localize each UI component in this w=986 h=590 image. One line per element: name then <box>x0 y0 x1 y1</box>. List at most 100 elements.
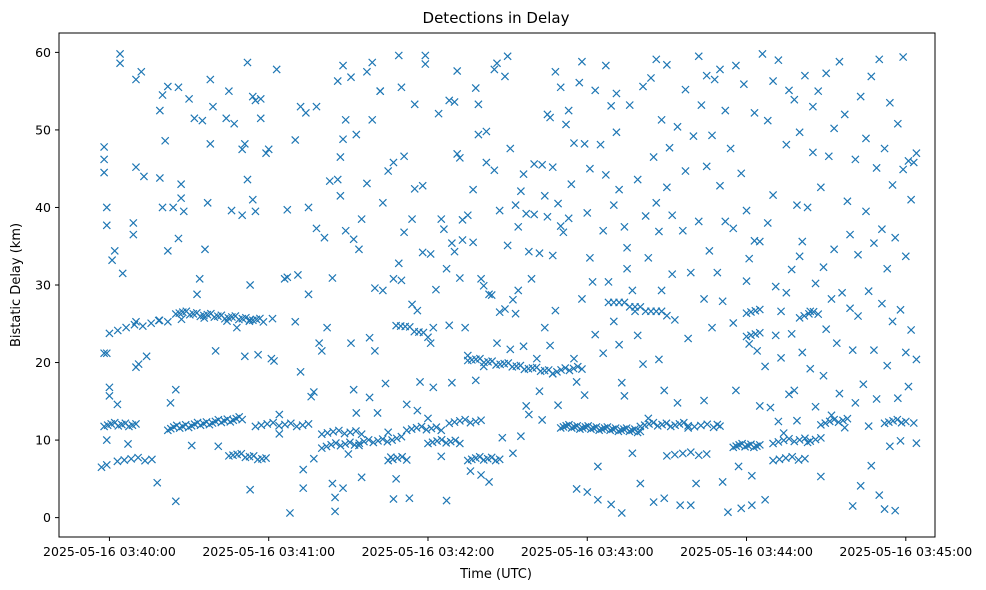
data-point <box>869 346 878 355</box>
data-point <box>304 290 313 299</box>
data-point <box>341 115 350 124</box>
data-point <box>707 323 717 332</box>
data-point <box>339 135 348 144</box>
data-point <box>856 92 865 101</box>
data-point <box>729 224 738 233</box>
data-point <box>455 273 464 283</box>
data-point <box>492 339 502 348</box>
data-point <box>787 329 796 338</box>
data-point <box>782 140 791 149</box>
data-point <box>755 440 764 449</box>
data-point <box>105 329 114 338</box>
data-point <box>751 329 760 339</box>
data-point <box>761 362 770 371</box>
data-point <box>835 389 844 398</box>
data-point <box>163 246 172 255</box>
data-point <box>617 378 626 387</box>
data-point <box>389 494 398 504</box>
x-tick-label: 2025-05-16 03:41:00 <box>202 544 335 559</box>
data-point <box>694 217 703 226</box>
data-point <box>268 314 277 323</box>
data-point <box>232 323 241 332</box>
data-point <box>166 398 175 407</box>
data-point <box>702 71 711 80</box>
data-point <box>339 484 348 493</box>
data-point <box>506 345 515 354</box>
data-point <box>163 317 172 326</box>
data-point <box>638 360 648 369</box>
data-point <box>746 331 755 340</box>
data-point <box>808 102 817 111</box>
data-point <box>500 305 509 314</box>
data-point <box>556 423 565 433</box>
data-point <box>455 439 464 448</box>
data-point <box>896 436 905 445</box>
data-point <box>784 390 794 399</box>
data-point <box>689 132 698 141</box>
data-point <box>538 415 547 424</box>
data-point <box>437 426 446 435</box>
data-point <box>327 440 336 449</box>
data-point <box>131 317 141 326</box>
data-point <box>800 71 809 80</box>
data-point <box>190 114 199 123</box>
data-point <box>410 100 419 109</box>
data-point <box>779 436 788 445</box>
data-point <box>474 130 483 139</box>
data-point <box>490 166 499 175</box>
data-point <box>795 313 804 322</box>
data-point <box>325 177 334 186</box>
data-point <box>564 106 573 115</box>
data-point <box>564 214 573 223</box>
data-point <box>334 426 343 435</box>
data-point <box>822 325 831 334</box>
data-point <box>628 426 637 435</box>
data-point <box>206 75 215 84</box>
data-point <box>524 410 533 419</box>
data-point <box>771 331 780 340</box>
data-point <box>546 341 555 350</box>
data-point <box>397 432 406 441</box>
data-point <box>193 290 202 299</box>
data-point <box>742 206 751 215</box>
data-point <box>506 144 515 153</box>
data-point <box>703 420 712 429</box>
data-point <box>293 270 302 279</box>
data-point <box>341 226 350 235</box>
data-point <box>880 505 889 514</box>
data-point <box>400 228 409 237</box>
data-point <box>769 191 778 200</box>
data-point <box>453 149 462 158</box>
x-tick-label: 2025-05-16 03:44:00 <box>680 544 813 559</box>
data-point <box>713 420 722 429</box>
data-point <box>652 198 661 207</box>
data-point <box>638 82 648 91</box>
data-point <box>317 346 326 355</box>
data-point <box>344 450 353 459</box>
data-point <box>909 418 918 428</box>
data-point <box>333 77 342 86</box>
data-point <box>790 386 799 395</box>
data-point <box>370 346 379 355</box>
data-point <box>408 300 417 309</box>
data-point <box>565 366 574 375</box>
data-point <box>155 173 164 183</box>
data-point <box>601 61 610 70</box>
data-point <box>463 211 472 220</box>
data-point <box>824 152 833 161</box>
data-point <box>883 264 892 273</box>
data-point <box>612 89 621 98</box>
data-point <box>246 485 255 494</box>
data-point <box>761 495 770 504</box>
data-point <box>769 456 778 465</box>
data-point <box>383 437 392 446</box>
data-point <box>731 61 740 70</box>
data-point <box>888 317 897 326</box>
data-point <box>422 425 431 434</box>
data-point <box>179 207 188 216</box>
data-point <box>392 474 401 483</box>
data-point <box>516 187 525 196</box>
data-point <box>615 185 624 194</box>
data-point <box>784 86 794 95</box>
